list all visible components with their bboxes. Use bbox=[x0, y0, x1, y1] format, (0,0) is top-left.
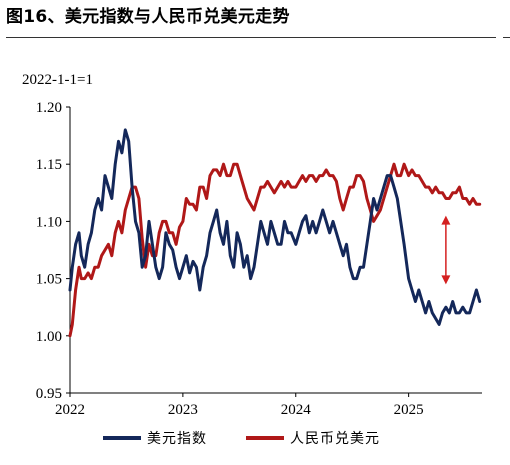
x-tick-label: 2023 bbox=[168, 402, 198, 418]
legend-label-usd-index: 美元指数 bbox=[147, 431, 207, 447]
chart-axes bbox=[69, 107, 482, 394]
legend-item-cny-usd: 人民币兑美元 bbox=[246, 426, 380, 450]
y-tick-label: 1.20 bbox=[36, 100, 62, 116]
usd-index-line bbox=[68, 128, 482, 326]
title-divider-end bbox=[503, 37, 510, 38]
legend-swatch-usd-index bbox=[103, 436, 141, 440]
x-axis-ticks: 2022 2023 2024 2025 bbox=[55, 393, 424, 418]
annotations bbox=[441, 215, 451, 285]
figure-title: 图16、美元指数与人民币兑美元走势 bbox=[6, 7, 290, 27]
cny-usd-line bbox=[68, 162, 482, 338]
y-axis-ticks: 0.95 1.00 1.05 1.10 1.15 1.20 bbox=[36, 100, 70, 402]
title-divider bbox=[6, 37, 496, 38]
x-tick-label: 2024 bbox=[281, 402, 312, 418]
y-tick-label: 1.00 bbox=[36, 329, 62, 345]
y-tick-label: 1.15 bbox=[36, 157, 62, 173]
legend-item-usd-index: 美元指数 bbox=[103, 426, 207, 450]
y-tick-label: 1.10 bbox=[36, 214, 62, 230]
legend: 美元指数 人民币兑美元 bbox=[0, 426, 510, 450]
x-tick-label: 2022 bbox=[55, 402, 85, 418]
x-tick-label: 2025 bbox=[394, 402, 424, 418]
y-tick-label: 1.05 bbox=[36, 272, 62, 288]
legend-swatch-cny-usd bbox=[246, 436, 284, 440]
double-arrow-head-top bbox=[441, 215, 451, 225]
y-axis-unit-label: 2022-1-1=1 bbox=[22, 72, 93, 88]
double-arrow-head-bottom bbox=[441, 275, 451, 285]
legend-label-cny-usd: 人民币兑美元 bbox=[290, 431, 380, 447]
y-tick-label: 0.95 bbox=[36, 386, 62, 402]
series-lines bbox=[68, 128, 482, 338]
